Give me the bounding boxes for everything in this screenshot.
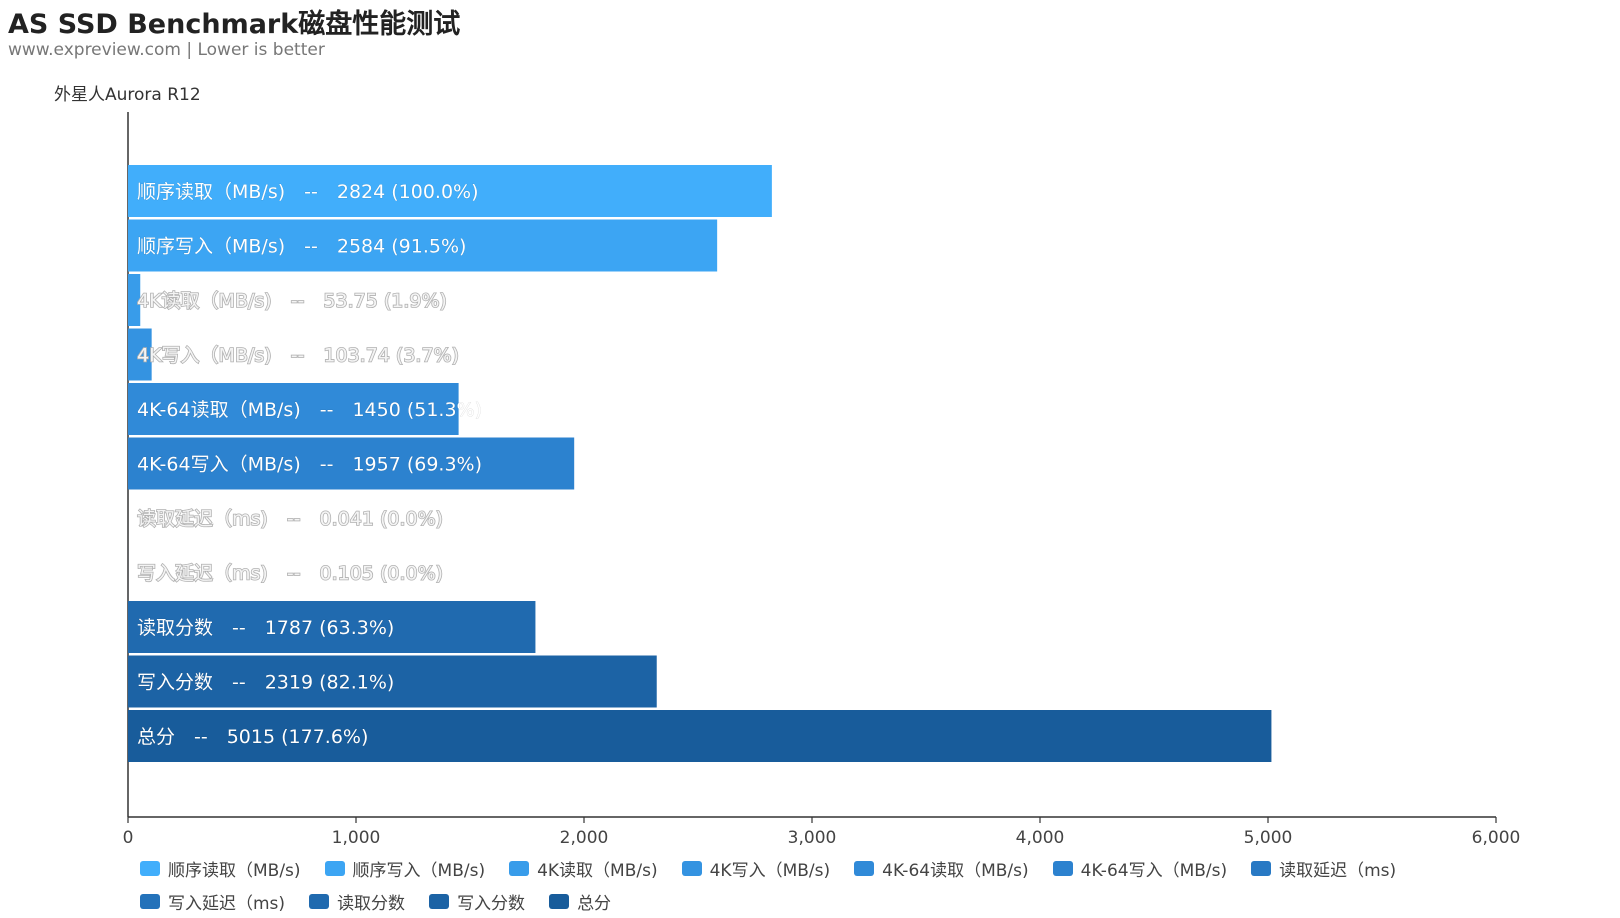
legend-label: 顺序写入（MB/s)	[353, 856, 486, 881]
legend-label: 总分	[577, 889, 611, 914]
legend-swatch	[140, 861, 160, 876]
legend-label: 读取延迟（ms)	[1279, 856, 1396, 881]
chart-legend: 顺序读取（MB/s) 顺序写入（MB/s) 4K读取（MB/s) 4K写入（MB/s)…	[140, 852, 1540, 918]
legend-item[interactable]: 4K读取（MB/s)	[509, 852, 658, 885]
bar-data-label: 读取延迟（ms) -- 0.041 (0.0%)	[137, 508, 443, 530]
bar-data-label: 写入分数 -- 2319 (82.1%)	[137, 672, 394, 694]
x-tick-label: 2,000	[560, 828, 609, 848]
bar-data-label: 写入延迟（ms) -- 0.105 (0.0%)	[137, 563, 443, 585]
legend-item[interactable]: 4K-64写入（MB/s)	[1053, 852, 1228, 885]
legend-item[interactable]: 总分	[549, 885, 611, 918]
legend-item[interactable]: 读取延迟（ms)	[1251, 852, 1396, 885]
bar-data-label: 4K读取（MB/s) -- 53.75 (1.9%)	[137, 290, 447, 312]
legend-swatch	[140, 894, 160, 909]
bar-data-label: 顺序写入（MB/s) -- 2584 (91.5%)	[137, 236, 466, 258]
legend-label: 4K写入（MB/s)	[710, 856, 831, 881]
legend-swatch	[325, 861, 345, 876]
legend-item[interactable]: 顺序写入（MB/s)	[325, 852, 486, 885]
bar-data-label: 顺序读取（MB/s) -- 2824 (100.0%)	[137, 181, 479, 203]
x-tick-label: 4,000	[1016, 828, 1065, 848]
legend-swatch	[682, 861, 702, 876]
x-tick-label: 0	[123, 828, 134, 848]
legend-label: 读取分数	[337, 889, 405, 914]
legend-label: 写入延迟（ms)	[168, 889, 285, 914]
legend-item[interactable]: 写入分数	[429, 885, 525, 918]
x-tick-label: 5,000	[1244, 828, 1293, 848]
legend-label: 4K读取（MB/s)	[537, 856, 658, 881]
x-tick-label: 1,000	[332, 828, 381, 848]
legend-swatch	[1251, 861, 1271, 876]
legend-swatch	[509, 861, 529, 876]
bar-data-label: 4K-64读取（MB/s) -- 1450 (51.3%)	[137, 399, 482, 421]
legend-swatch	[309, 894, 329, 909]
legend-item[interactable]: 顺序读取（MB/s)	[140, 852, 301, 885]
legend-item[interactable]: 4K-64读取（MB/s)	[854, 852, 1029, 885]
bar-data-label: 读取分数 -- 1787 (63.3%)	[137, 617, 394, 639]
legend-swatch	[854, 861, 874, 876]
bar-data-label: 4K写入（MB/s) -- 103.74 (3.7%)	[137, 345, 459, 367]
bar-data-label: 4K-64写入（MB/s) -- 1957 (69.3%)	[137, 454, 482, 476]
legend-swatch	[1053, 861, 1073, 876]
legend-item[interactable]: 读取分数	[309, 885, 405, 918]
x-tick-label: 3,000	[788, 828, 837, 848]
legend-item[interactable]: 4K写入（MB/s)	[682, 852, 831, 885]
legend-label: 4K-64写入（MB/s)	[1081, 856, 1228, 881]
legend-label: 顺序读取（MB/s)	[168, 856, 301, 881]
legend-label: 4K-64读取（MB/s)	[882, 856, 1029, 881]
legend-swatch	[549, 894, 569, 909]
x-tick-label: 6,000	[1472, 828, 1521, 848]
bar-data-label: 总分 -- 5015 (177.6%)	[137, 726, 368, 748]
bar-chart: 0 1,000 2,000 3,000 4,000 5,000 6,000 顺序读取（MB/s…	[0, 0, 1620, 850]
legend-swatch	[429, 894, 449, 909]
legend-item[interactable]: 写入延迟（ms)	[140, 885, 285, 918]
legend-label: 写入分数	[457, 889, 525, 914]
